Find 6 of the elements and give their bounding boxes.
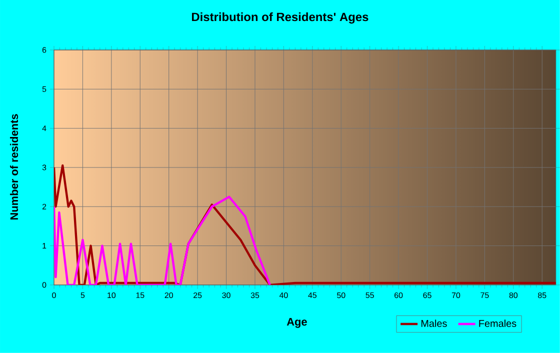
x-axis-title: Age — [286, 318, 307, 328]
line-series — [54, 196, 272, 285]
legend-label: Females — [479, 320, 516, 328]
legend-label: Males — [421, 320, 447, 328]
y-axis-title: Number of residents — [10, 114, 18, 220]
chart-title: Distribution of Residents' Ages — [192, 12, 368, 24]
